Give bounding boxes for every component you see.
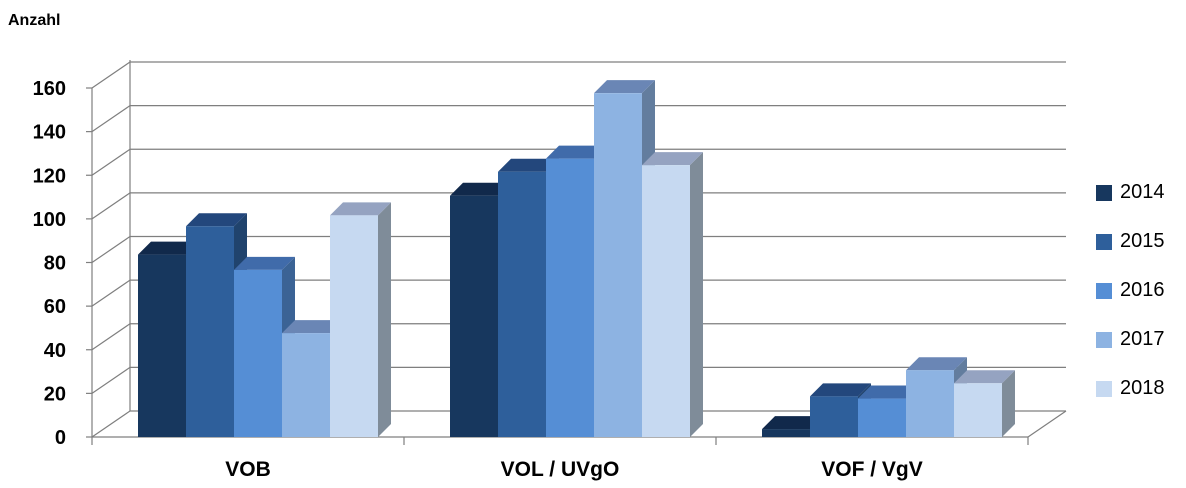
floor-right-edge <box>1027 410 1067 438</box>
bar-side <box>378 202 391 437</box>
legend-item: 2014 <box>1096 168 1165 217</box>
y-tick-label: 160 <box>33 78 66 100</box>
legend-swatch <box>1096 184 1112 201</box>
bar-front <box>234 269 282 437</box>
gridline <box>91 105 1066 133</box>
bar-top <box>594 80 655 94</box>
bar-front <box>138 254 186 437</box>
bar-top <box>642 152 703 166</box>
category-label: VOB <box>225 458 271 481</box>
bar <box>330 202 391 437</box>
bar-front <box>858 398 906 437</box>
bar-top <box>186 213 247 227</box>
category-label: VOF / VgV <box>821 458 923 481</box>
gridline <box>91 61 1066 89</box>
bar <box>234 256 295 437</box>
legend-item: 2016 <box>1096 266 1165 315</box>
bar-top <box>762 416 823 430</box>
category-labels: VOB VOL / UVgO VOF / VgV <box>225 458 923 481</box>
bar-top <box>498 158 559 172</box>
bar <box>954 370 1015 437</box>
bar-front <box>762 429 810 437</box>
y-tick-label: 120 <box>33 165 66 187</box>
bar-front <box>498 171 546 438</box>
bar-front <box>330 215 378 437</box>
bar <box>810 383 871 437</box>
legend-swatch <box>1096 380 1112 397</box>
bar-side <box>690 152 703 437</box>
bar-top <box>450 182 511 196</box>
legend-swatch <box>1096 331 1112 348</box>
bar-top <box>858 385 919 399</box>
legend-item: 2017 <box>1096 315 1165 364</box>
legend-item: 2018 <box>1096 364 1165 413</box>
bar-front <box>906 370 954 437</box>
bars <box>138 80 1015 438</box>
bar-front <box>450 195 498 437</box>
y-tick-label: 100 <box>33 209 66 231</box>
bar-front <box>594 93 642 438</box>
bar-top <box>810 383 871 397</box>
legend-swatch <box>1096 282 1112 299</box>
y-tick-labels: 0 20 40 60 80 100 120 140 160 <box>33 78 66 449</box>
legend-label: 2016 <box>1120 279 1165 301</box>
y-tick-label: 40 <box>44 340 66 362</box>
y-tick-label: 20 <box>44 383 66 405</box>
bar-front <box>810 396 858 437</box>
bar <box>642 152 703 437</box>
y-tick-label: 140 <box>33 122 66 144</box>
category-label: VOL / UVgO <box>501 458 620 481</box>
bar-front <box>954 383 1002 437</box>
bar-front <box>282 333 330 437</box>
legend-label: 2018 <box>1120 377 1165 399</box>
legend-label: 2014 <box>1120 181 1165 203</box>
y-axis-title: Anzahl <box>8 12 61 29</box>
bar-top <box>906 357 967 371</box>
gridlines <box>91 60 1066 438</box>
bar-top <box>282 320 343 334</box>
legend-swatch <box>1096 233 1112 250</box>
bar-front <box>186 226 234 437</box>
bar-top <box>954 370 1015 384</box>
y-tick-label: 0 <box>55 427 66 449</box>
bar-front <box>546 158 594 437</box>
bar-front <box>642 165 690 437</box>
y-tick-label: 60 <box>44 296 66 318</box>
bar-top <box>546 145 607 159</box>
legend: 2014 2015 2016 2017 2018 <box>1096 168 1165 413</box>
bar-top <box>330 202 391 216</box>
legend-item: 2015 <box>1096 217 1165 266</box>
bar-top <box>138 241 199 255</box>
bar-side <box>1002 370 1015 437</box>
legend-label: 2017 <box>1120 328 1165 350</box>
legend-label: 2015 <box>1120 230 1165 252</box>
bar-top <box>234 256 295 270</box>
y-tick-label: 80 <box>44 253 66 275</box>
